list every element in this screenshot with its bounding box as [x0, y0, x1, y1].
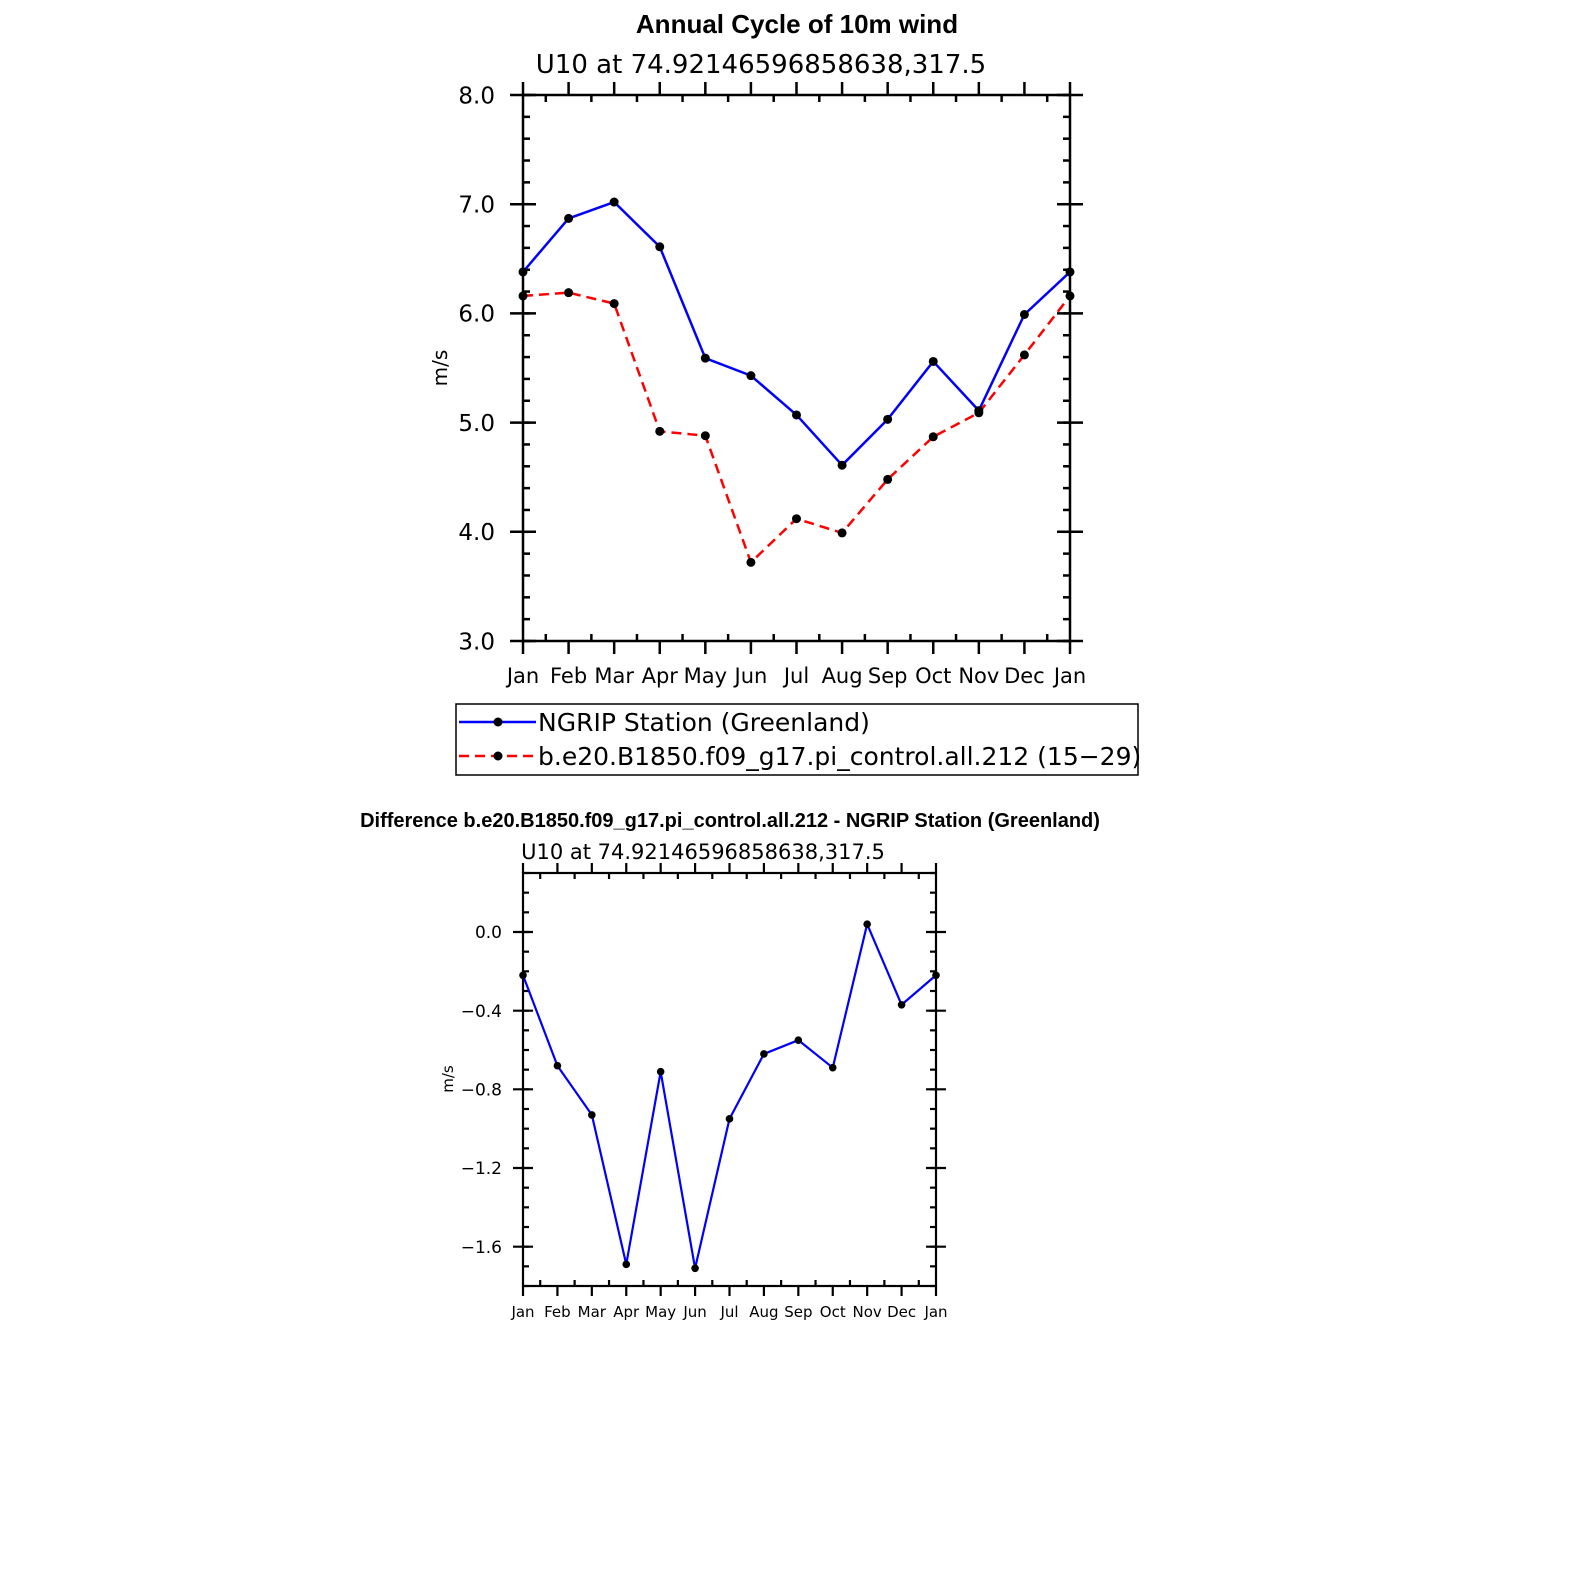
chart2-ytick-label: −1.6 — [461, 1238, 502, 1258]
legend-marker-ngrip — [493, 717, 503, 727]
chart2-xtick-label: Sep — [784, 1303, 812, 1321]
legend-label-ngrip: NGRIP Station (Greenland) — [538, 708, 870, 737]
chart1-xtick-label: Jul — [782, 664, 809, 688]
chart2-xtick-label: Jan — [923, 1303, 947, 1321]
chart1-series-1-point — [1065, 291, 1075, 301]
chart1-series-1-point — [518, 291, 528, 301]
chart1-xtick-label: Sep — [868, 664, 908, 688]
chart1-series-1-point — [655, 426, 665, 436]
chart2-xtick-label: Apr — [613, 1303, 640, 1321]
chart1-series-1-point — [700, 431, 710, 441]
chart2-xtick-label: May — [645, 1303, 676, 1321]
chart2-xtick-label: Dec — [887, 1303, 916, 1321]
chart2-series-0-point — [588, 1111, 596, 1119]
chart1-frame — [521, 93, 1072, 643]
legend-marker-model — [493, 751, 503, 761]
chart1-series-1-point — [564, 288, 574, 298]
chart2-series-0-point — [725, 1115, 734, 1123]
chart1-series-0-point — [837, 460, 847, 470]
chart2-xtick-label: Jun — [682, 1303, 706, 1321]
legend-box — [455, 703, 1139, 776]
chart1-xtick-label: Aug — [822, 664, 863, 688]
chart2-ytick-label: −0.8 — [461, 1080, 502, 1100]
chart2-series-0-point — [553, 1061, 562, 1070]
chart1-series-1-point — [883, 474, 893, 484]
chart1-series-1-point — [837, 528, 847, 538]
chart1-series-0-point — [792, 410, 801, 420]
chart2-series-0-point — [897, 1000, 906, 1009]
chart1-series-0-point — [928, 356, 938, 366]
chart1-series-1-point — [974, 408, 984, 418]
chart2-plot: Jan Feb Mar Apr May Jun Jul Aug Sep Oct Nov Dec Jan −… — [461, 863, 948, 1321]
chart1-title: Annual Cycle of 10m wind — [636, 9, 958, 39]
chart1-ytick-label: 4.0 — [458, 520, 495, 546]
legend-label-model: b.e20.B1850.f09_g17.pi_control.all.212 (… — [538, 742, 1141, 771]
chart1-ylabel: m/s — [428, 350, 452, 387]
chart1-series-0-point — [700, 353, 710, 363]
chart2-xtick-label: Jul — [719, 1303, 738, 1321]
chart1-series-1-point — [792, 514, 801, 524]
chart1-series-0-point — [518, 267, 528, 277]
chart2-xtick-label: Aug — [749, 1303, 778, 1321]
chart1-series-0-point — [1065, 267, 1075, 277]
chart2-xtick-label: Nov — [853, 1303, 882, 1321]
chart1-xtick-label: Apr — [642, 664, 679, 688]
chart2-ytick-label: 0.0 — [475, 923, 502, 943]
chart2-series-0-point — [932, 971, 940, 980]
chart1-ytick-label: 6.0 — [458, 302, 495, 328]
chart2-xtick-label: Feb — [544, 1303, 571, 1321]
chart1-series-1-point — [746, 557, 756, 567]
chart2-xtick-label: Jan — [510, 1303, 534, 1321]
chart1-ytick-label: 7.0 — [458, 192, 495, 218]
chart2-series-0-point — [622, 1260, 631, 1269]
chart1-series-1-point — [609, 299, 619, 309]
chart2-xtick-label: Oct — [820, 1303, 846, 1321]
chart2-ytick-label: −1.2 — [461, 1159, 502, 1179]
chart1-xtick-label: Dec — [1004, 664, 1045, 688]
chart2-ylabel: m/s — [439, 1065, 457, 1093]
chart1-xtick-label: Oct — [915, 664, 951, 688]
chart2-ytick-label: −0.4 — [461, 1002, 502, 1022]
chart2-series-0-point — [828, 1063, 837, 1072]
chart1-ytick-label: 5.0 — [458, 411, 495, 437]
chart2-xtick-label: Mar — [578, 1303, 607, 1321]
chart1-series-1-point — [928, 432, 938, 442]
chart2-subtitle: U10 at 74.92146596858638,317.5 — [521, 840, 885, 864]
chart1-series-0-point — [609, 197, 619, 207]
chart2-series-0-point — [863, 920, 871, 928]
chart1-subtitle: U10 at 74.92146596858638,317.5 — [536, 50, 986, 80]
chart1-xtick-label: Nov — [958, 664, 999, 688]
chart1-xtick-label: May — [684, 664, 727, 688]
chart1-xtick-label: Feb — [550, 664, 587, 688]
chart2-series-0-line — [521, 923, 937, 1270]
chart1-plot: Jan Feb Mar Apr May Jun Jul Aug Sep Oct Nov Dec Jan 3… — [458, 82, 1086, 688]
chart1-series-0-point — [746, 371, 756, 381]
chart1-xtick-label: Jan — [1052, 664, 1086, 688]
chart1-xtick-label: Jun — [733, 664, 768, 688]
chart2-series-0-point — [794, 1036, 803, 1044]
chart1-ytick-label: 3.0 — [458, 629, 495, 655]
chart1-series-1-point — [1019, 350, 1029, 360]
chart1-xtick-label: Mar — [594, 664, 634, 688]
chart1-series-0-point — [883, 414, 893, 424]
chart2-series-0-point — [656, 1067, 665, 1076]
chart1-legend: NGRIP Station (Greenland) b.e20.B1850.f0… — [455, 703, 1141, 776]
chart1-xtick-label: Jan — [505, 664, 539, 688]
chart1-ytick-label: 8.0 — [458, 83, 495, 109]
chart2-series-0-point — [519, 971, 527, 980]
chart2-series-0-point — [691, 1264, 699, 1273]
chart2-frame — [521, 871, 938, 1288]
chart1-series-0-point — [1019, 309, 1029, 319]
chart1-series-0-line — [522, 200, 1071, 467]
chart2-title: Difference b.e20.B1850.f09_g17.pi_contro… — [360, 810, 1100, 832]
chart1-series-0-point — [655, 242, 665, 252]
chart1-series-0-point — [564, 213, 574, 223]
chart2-series-0-point — [760, 1050, 768, 1058]
